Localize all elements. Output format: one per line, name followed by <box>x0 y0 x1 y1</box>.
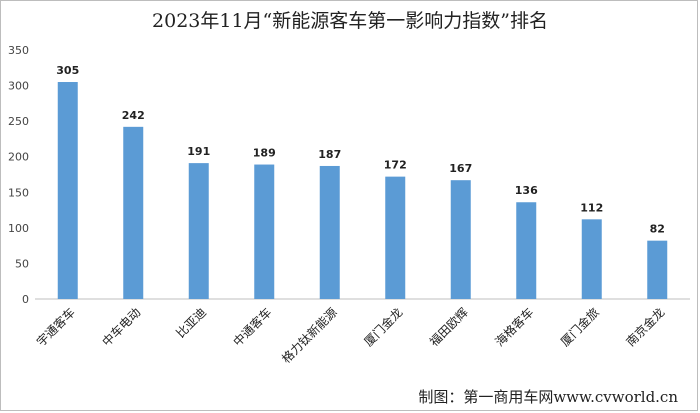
x-tick-label: 厦门金旅 <box>557 305 602 350</box>
bar <box>516 202 537 299</box>
y-tick-label: 100 <box>8 222 29 235</box>
y-tick-label: 350 <box>8 44 29 57</box>
data-label: 112 <box>580 201 603 214</box>
x-tick-label: 比亚迪 <box>174 305 209 340</box>
bar <box>188 163 209 299</box>
credit-text: 制图：第一商用车网www.cvworld.cn <box>418 388 678 406</box>
data-label: 172 <box>384 159 407 172</box>
bar <box>581 219 602 299</box>
data-label: 167 <box>449 162 472 175</box>
y-tick-label: 0 <box>22 293 29 306</box>
bar <box>57 82 78 299</box>
y-tick-label: 250 <box>8 115 29 128</box>
data-label: 136 <box>515 184 538 197</box>
bar <box>319 165 340 299</box>
bar <box>450 180 471 299</box>
x-tick-label: 福田欧辉 <box>426 305 471 350</box>
bar <box>647 240 668 299</box>
x-tick-label: 南京金龙 <box>623 305 668 350</box>
chart-title: 2023年11月“新能源客车第一影响力指数”排名 <box>152 10 548 32</box>
data-label: 242 <box>122 109 145 122</box>
y-tick-label: 200 <box>8 151 29 164</box>
x-tick-label: 格力钛新能源 <box>278 305 340 367</box>
x-tick-label: 中通客车 <box>230 305 275 350</box>
data-label: 82 <box>650 223 665 236</box>
bar <box>385 176 406 299</box>
data-label: 189 <box>253 147 276 160</box>
data-label: 191 <box>187 145 210 158</box>
bar <box>123 126 144 299</box>
x-tick-label: 中车电动 <box>99 305 144 350</box>
y-tick-label: 150 <box>8 186 29 199</box>
data-label: 305 <box>56 64 79 77</box>
x-tick-label: 厦门金龙 <box>361 305 406 350</box>
x-tick-label: 宇通客车 <box>33 305 78 350</box>
x-tick-label: 海格客车 <box>492 305 537 350</box>
data-label: 187 <box>318 148 341 161</box>
y-tick-label: 300 <box>8 80 29 93</box>
bar <box>254 164 275 299</box>
y-tick-label: 50 <box>15 257 29 270</box>
